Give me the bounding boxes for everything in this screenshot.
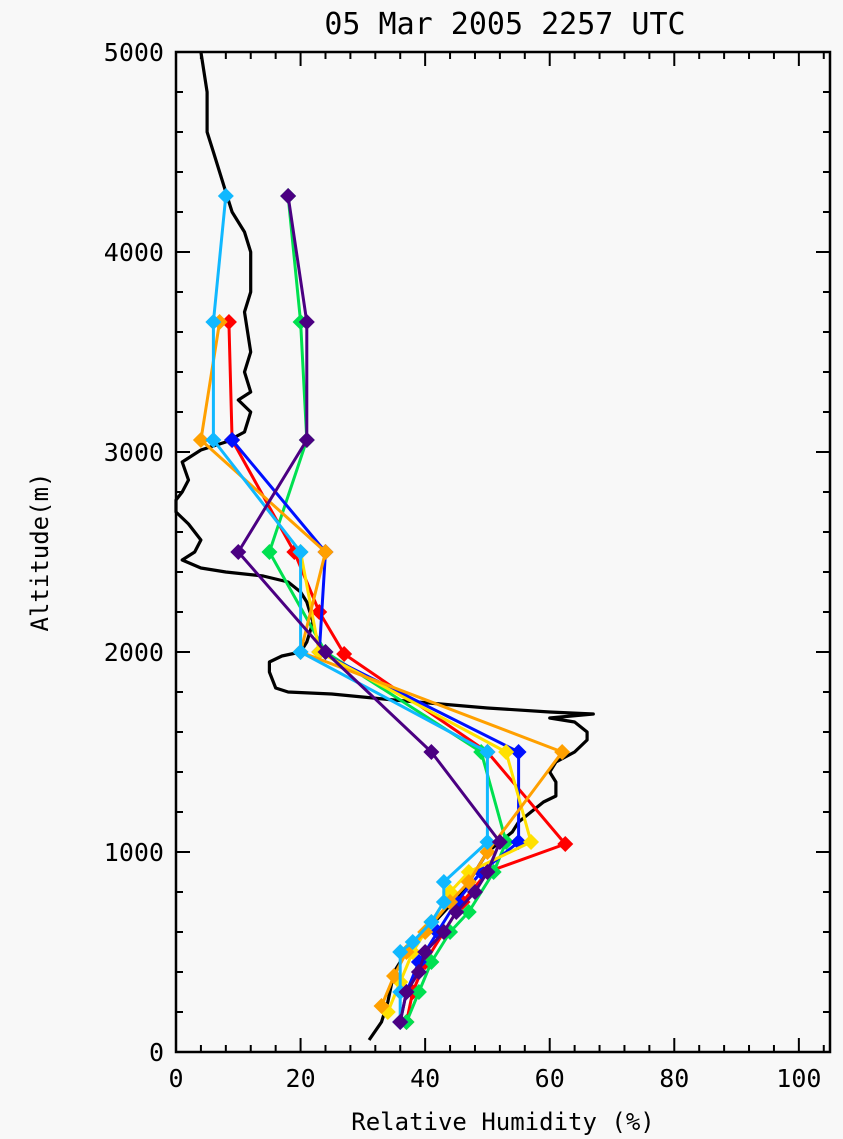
series-5-marker-10 [192,432,209,448]
series-6-marker-7 [479,834,496,850]
y-axis-label: Altitude(m) [26,473,54,632]
y-tick-label: 1000 [104,838,164,867]
y-tick-label: 2000 [104,638,164,667]
series-3-marker-10 [224,432,241,448]
series-6-marker-12 [205,314,222,330]
series-5-marker-0 [373,998,390,1014]
series-7-marker-11 [230,544,247,560]
series-4-marker-6 [523,834,540,850]
series-1-marker-12 [220,314,237,330]
series-7-marker-6 [466,884,483,900]
x-tick-label: 20 [286,1064,316,1093]
x-tick-label: 60 [535,1064,565,1093]
series-6-marker-6 [435,874,452,890]
series-7-marker-4 [435,924,452,940]
series-7-marker-13 [298,314,315,330]
series-7-marker-14 [280,188,297,204]
y-tick-label: 0 [149,1038,164,1067]
series-7-marker-0 [392,1014,409,1030]
series-7-marker-10 [317,644,334,660]
series-6-marker-3 [404,934,421,950]
series-5-marker-1 [386,968,402,984]
series-7-marker-1 [398,984,415,1000]
series-5-marker-5 [460,874,477,890]
series-2-marker-4 [460,904,477,920]
series-7-marker-9 [423,744,440,760]
series-5-marker-7 [554,744,571,760]
x-tick-label: 40 [410,1064,440,1093]
y-tick-label: 3000 [104,438,164,467]
x-tick-label: 100 [776,1064,821,1093]
series-layer [174,51,595,1041]
series-6-marker-4 [423,914,440,930]
series-5-marker-9 [317,544,334,560]
x-tick-label: 0 [168,1064,183,1093]
y-tick-label: 4000 [104,238,164,267]
chart-title: 05 Mar 2005 2257 UTC [324,7,685,42]
series-6-marker-13 [217,188,234,204]
series-6-marker-11 [205,432,222,448]
series-6-marker-5 [435,894,452,910]
series-7-marker-12 [298,432,315,448]
x-axis-label: Relative Humidity (%) [351,1108,654,1136]
series-6-marker-8 [479,744,496,760]
series-7-marker-2 [410,964,427,980]
series-1-marker-6 [557,836,574,852]
y-tick-label: 5000 [104,38,164,67]
series-6-marker-10 [292,544,309,560]
series-7-marker-7 [479,864,496,880]
plot-frame [174,50,832,1054]
x-tick-label: 80 [659,1064,689,1093]
series-7 [230,188,508,1030]
series-6-marker-2 [392,944,409,960]
series-7-marker-8 [491,834,508,850]
series-2-marker-9 [261,544,278,560]
series-3-marker-7 [510,744,527,760]
series-1-marker-8 [336,646,353,662]
series-6-marker-9 [292,644,309,660]
series-4-line [299,551,533,1013]
series-2-marker-1 [410,984,427,1000]
series-4-marker-7 [498,744,515,760]
series-7-marker-3 [417,944,434,960]
series-2-marker-2 [423,954,440,970]
series-7-marker-5 [448,904,465,920]
series-5-marker-3 [417,924,434,940]
series-5-marker-6 [479,844,496,860]
